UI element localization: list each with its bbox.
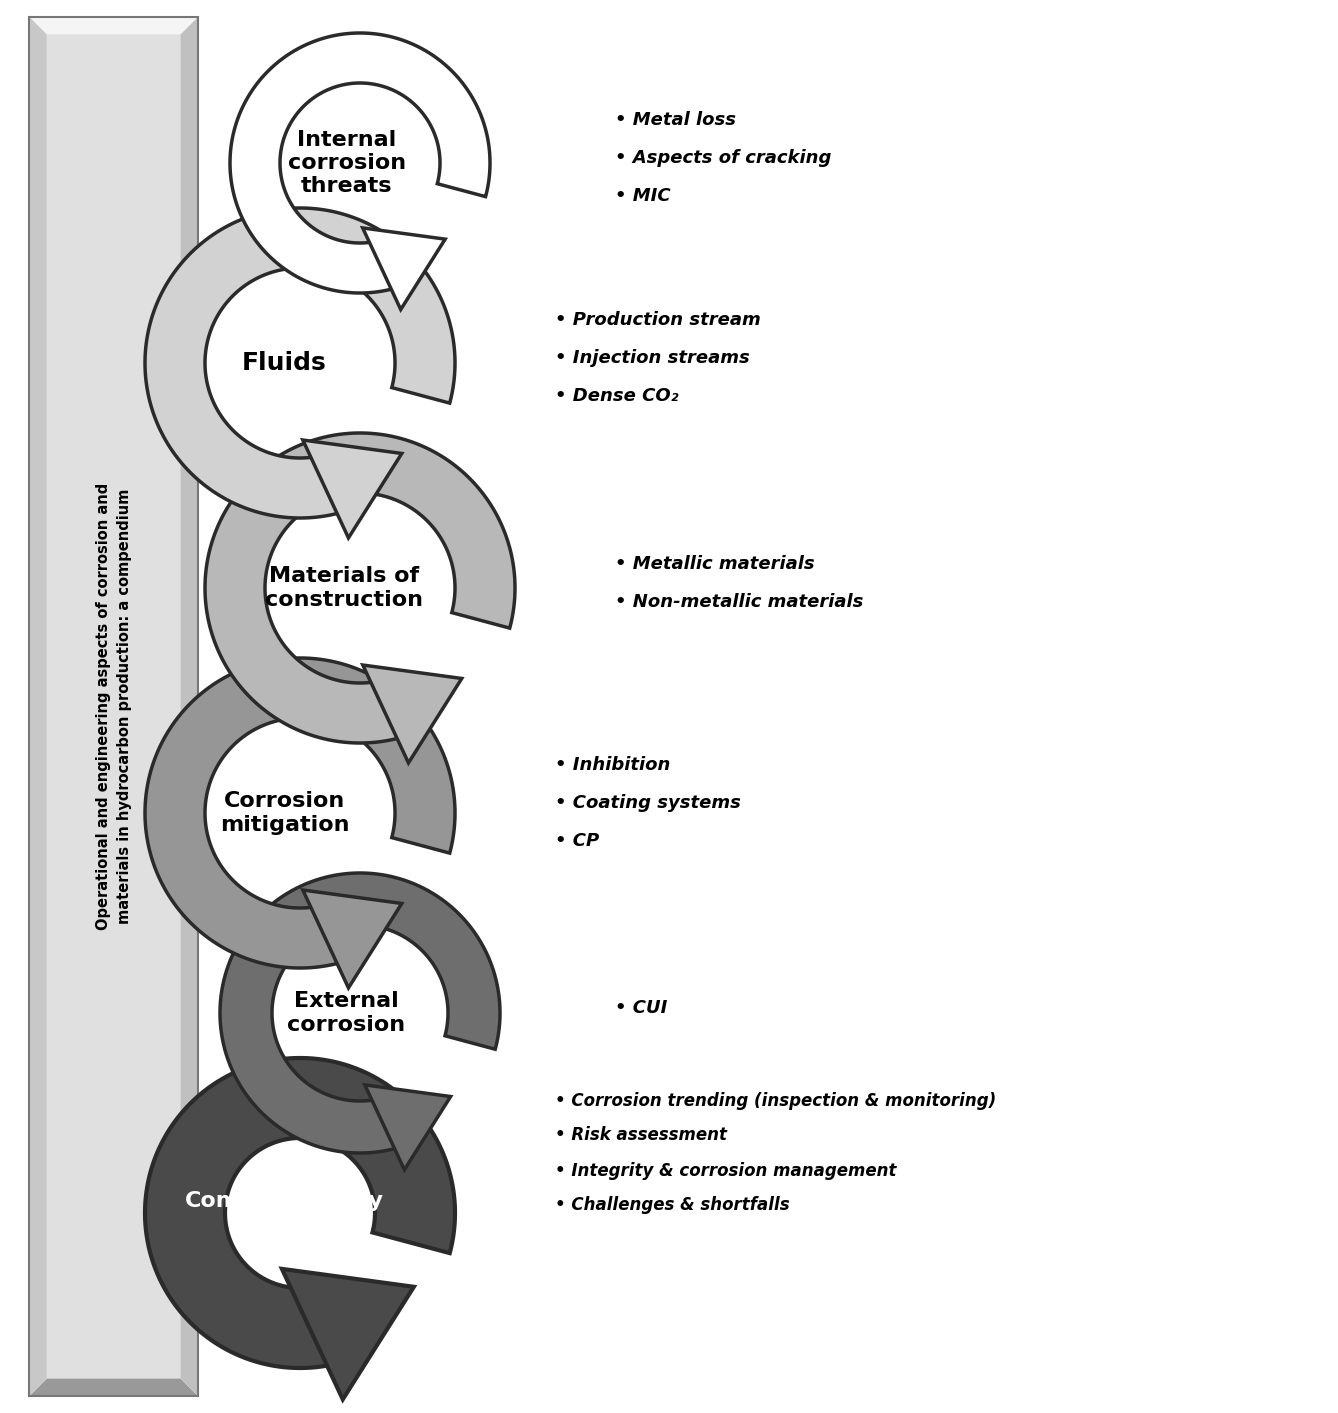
Text: • Metallic materials: • Metallic materials [615, 555, 815, 574]
Text: External
corrosion: External corrosion [286, 992, 405, 1034]
Polygon shape [29, 1379, 198, 1396]
Polygon shape [363, 666, 462, 763]
Text: • Non-metallic materials: • Non-metallic materials [615, 593, 863, 610]
Text: • Inhibition: • Inhibition [555, 756, 670, 774]
Polygon shape [145, 1058, 455, 1368]
Polygon shape [145, 658, 455, 968]
Text: • Aspects of cracking: • Aspects of cracking [615, 148, 831, 167]
Text: Complementary
aspects: Complementary aspects [185, 1191, 384, 1235]
Polygon shape [29, 17, 47, 1396]
Text: Fluids: Fluids [242, 350, 326, 374]
Text: • Production stream: • Production stream [555, 311, 761, 329]
Polygon shape [145, 208, 455, 519]
Text: Operational and engineering aspects of corrosion and
materials in hydrocarbon pr: Operational and engineering aspects of c… [96, 483, 131, 930]
Text: • Coating systems: • Coating systems [555, 794, 741, 812]
Text: Corrosion
mitigation: Corrosion mitigation [219, 791, 349, 835]
Polygon shape [181, 17, 198, 1396]
Text: • CP: • CP [555, 832, 599, 851]
Text: Internal
corrosion
threats: Internal corrosion threats [288, 130, 405, 196]
Text: • Metal loss: • Metal loss [615, 112, 736, 129]
Polygon shape [282, 1269, 413, 1399]
Text: • Dense CO₂: • Dense CO₂ [555, 387, 678, 406]
Polygon shape [302, 439, 401, 538]
Bar [29, 17, 198, 1396]
Text: • Integrity & corrosion management: • Integrity & corrosion management [555, 1161, 896, 1180]
Text: • CUI: • CUI [615, 999, 668, 1017]
Polygon shape [363, 227, 446, 309]
Text: • Risk assessment: • Risk assessment [555, 1126, 727, 1145]
Text: • Challenges & shortfalls: • Challenges & shortfalls [555, 1197, 789, 1215]
Polygon shape [205, 432, 515, 743]
Polygon shape [365, 1085, 451, 1170]
Text: Materials of
construction: Materials of construction [265, 567, 424, 609]
Text: • Corrosion trending (inspection & monitoring): • Corrosion trending (inspection & monit… [555, 1091, 997, 1109]
Polygon shape [29, 17, 198, 34]
Polygon shape [302, 890, 401, 988]
Polygon shape [230, 32, 490, 292]
Text: • Injection streams: • Injection streams [555, 349, 749, 367]
Text: • MIC: • MIC [615, 187, 670, 205]
Polygon shape [219, 873, 500, 1153]
Bar [47, 34, 181, 1379]
